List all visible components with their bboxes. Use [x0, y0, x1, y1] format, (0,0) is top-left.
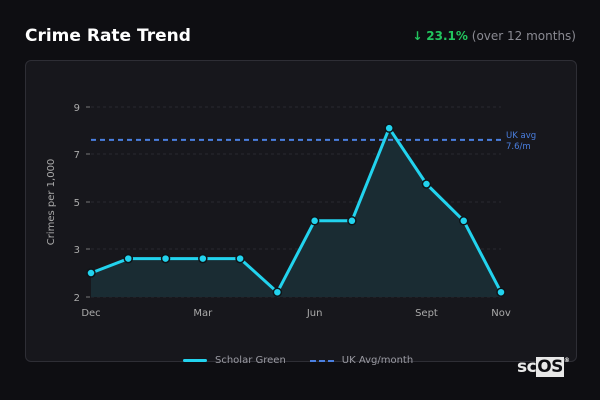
x-tick-label: Mar: [193, 308, 213, 319]
y-tick-label: 9: [74, 103, 80, 114]
data-point: [160, 253, 171, 264]
change-period: (over 12 months): [471, 29, 576, 43]
change-arrow-icon: ↓: [412, 29, 423, 43]
legend-item-scholar-green[interactable]: Scholar Green: [183, 355, 286, 366]
legend-item-uk-avg[interactable]: UK Avg/month: [309, 355, 413, 366]
data-point: [235, 253, 245, 264]
y-tick-label: 7: [74, 150, 80, 161]
data-point: [86, 268, 96, 278]
y-tick-label: 5: [74, 198, 80, 209]
data-point: [198, 253, 208, 264]
change-percent: 23.1%: [426, 29, 468, 43]
data-point: [496, 287, 506, 297]
legend: Scholar Green UK Avg/month: [183, 355, 413, 366]
dashed-line-swatch-icon: [309, 359, 334, 362]
chart-card: [25, 60, 577, 362]
solid-line-swatch-icon: [183, 359, 207, 362]
data-point: [347, 216, 357, 226]
y-axis-label: Crimes per 1,000: [46, 159, 57, 246]
area-fill: [91, 128, 501, 297]
x-tick-label: Jun: [306, 308, 323, 319]
y-tick-label: 2: [74, 293, 80, 304]
uk-avg-value: 7.6/m: [506, 142, 531, 152]
page-title: Crime Rate Trend: [25, 26, 191, 46]
data-point: [458, 216, 469, 226]
x-tick-label: Dec: [81, 308, 100, 319]
data-point: [272, 287, 283, 297]
x-tick-label: Sept: [415, 308, 438, 319]
series-line: [90, 126, 503, 294]
x-tick-label: Nov: [491, 308, 511, 319]
scos-logo: scOS®: [517, 357, 570, 377]
data-point: [123, 253, 134, 264]
data-point: [384, 123, 394, 133]
trend-change: ↓ 23.1% (over 12 months): [412, 29, 576, 43]
uk-avg-label: UK avg: [506, 131, 536, 141]
y-tick-label: 3: [74, 245, 80, 256]
data-point: [421, 179, 432, 189]
data-point: [309, 216, 320, 226]
